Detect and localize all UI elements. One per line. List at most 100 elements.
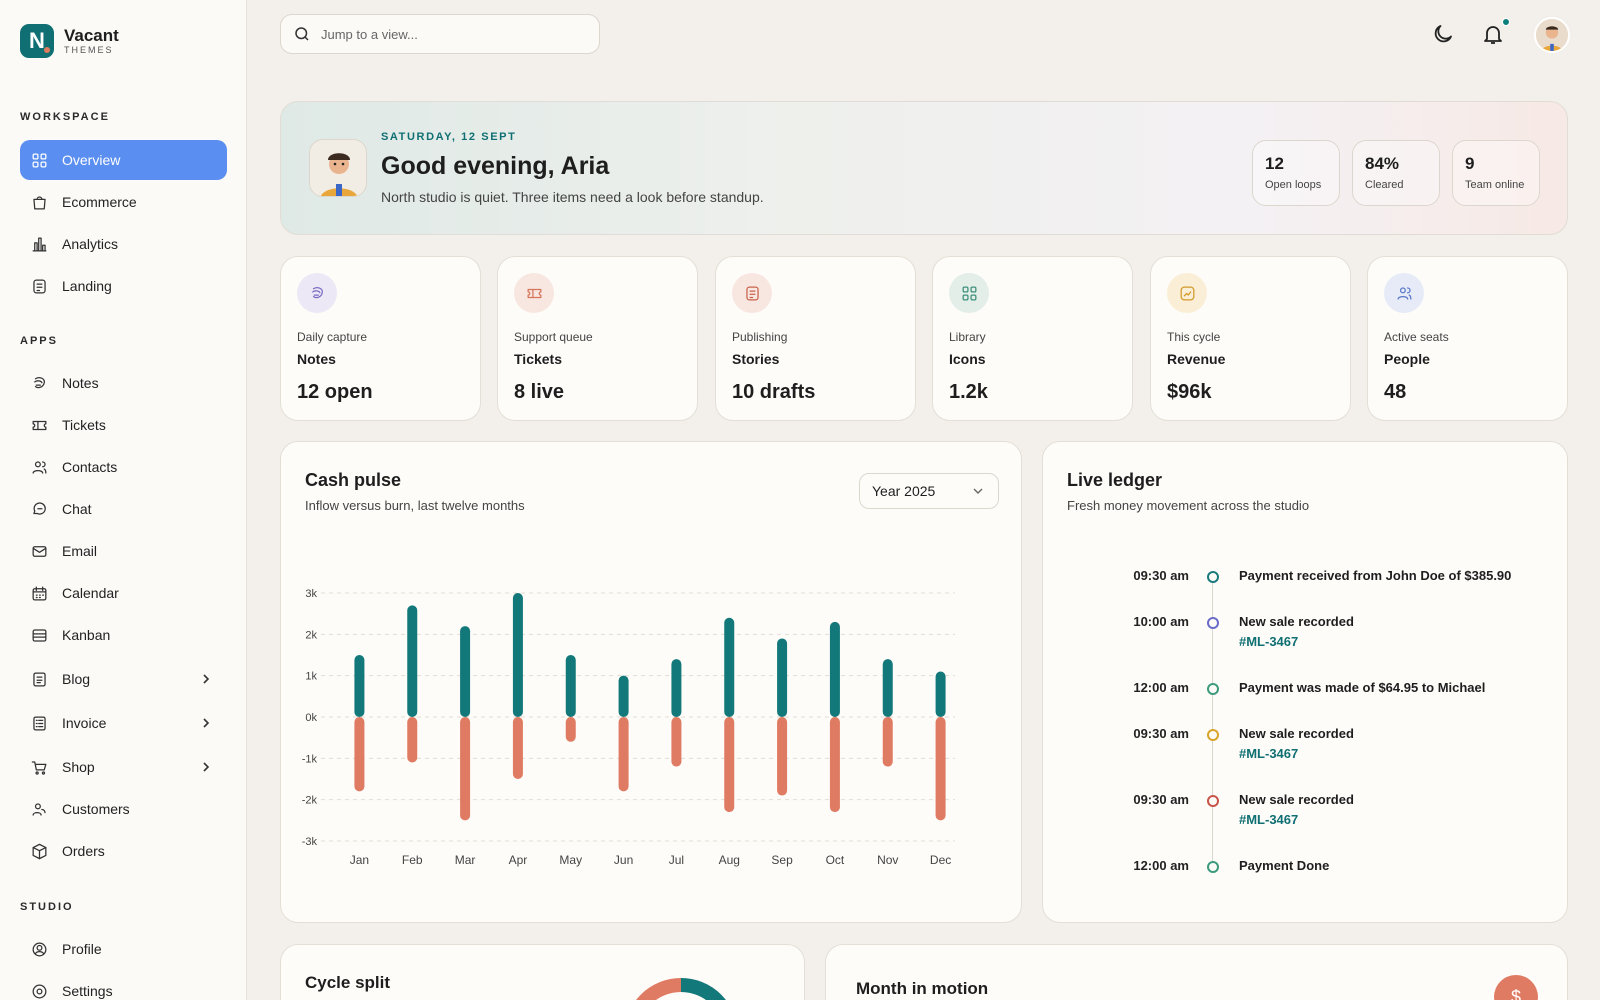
timeline-line xyxy=(1212,574,1213,864)
y-tick-label: -1k xyxy=(302,753,318,765)
stat-card-revenue[interactable]: This cycle Revenue $96k xyxy=(1150,256,1351,421)
stat-kicker: Support queue xyxy=(514,330,593,344)
inflow-bar-feb[interactable] xyxy=(407,605,418,717)
hero-stat-value: 12 xyxy=(1265,154,1284,173)
ledger-text: Payment Done xyxy=(1239,858,1330,873)
inflow-bar-jan[interactable] xyxy=(354,655,365,717)
y-tick-label: 0k xyxy=(305,712,317,724)
burn-bar-sep[interactable] xyxy=(777,717,788,796)
y-tick-label: 3k xyxy=(305,588,317,600)
ledger-link[interactable]: #ML-3467 xyxy=(1239,746,1299,761)
avatar[interactable] xyxy=(1534,17,1570,53)
inflow-bar-nov[interactable] xyxy=(882,659,893,717)
bell-icon[interactable] xyxy=(1481,22,1505,46)
stat-kicker: Active seats xyxy=(1384,330,1449,344)
stat-icon xyxy=(514,273,554,313)
chat-icon xyxy=(33,501,46,515)
y-tick-label: -2k xyxy=(302,795,318,807)
stat-card-notes[interactable]: Daily capture Notes 12 open xyxy=(280,256,481,421)
sidebar-item-profile[interactable]: Profile xyxy=(20,929,227,969)
inflow-bar-may[interactable] xyxy=(565,655,576,717)
stat-card-icons[interactable]: Library Icons 1.2k xyxy=(932,256,1133,421)
x-tick-label: Feb xyxy=(402,853,423,867)
burn-bar-dec[interactable] xyxy=(935,717,946,821)
ledger-time: 09:30 am xyxy=(1133,568,1189,583)
sidebar-item-notes[interactable]: Notes xyxy=(20,363,227,403)
burn-bar-nov[interactable] xyxy=(882,717,893,767)
sidebar-item-contacts[interactable]: Contacts xyxy=(20,447,227,487)
sidebar-item-ecommerce[interactable]: Ecommerce xyxy=(20,182,227,222)
ledger-link[interactable]: #ML-3467 xyxy=(1239,634,1299,649)
sidebar-item-settings[interactable]: Settings xyxy=(20,971,227,1000)
burn-bar-jul[interactable] xyxy=(671,717,682,767)
sidebar-item-label: Orders xyxy=(62,843,105,859)
burn-bar-may[interactable] xyxy=(565,717,576,742)
inflow-bar-oct[interactable] xyxy=(829,621,840,717)
customers-icon xyxy=(32,802,46,816)
inflow-bar-jul[interactable] xyxy=(671,659,682,717)
settings-icon xyxy=(32,984,47,998)
ledger-text: Payment received from John Doe of $385.9… xyxy=(1239,568,1512,583)
burn-bar-apr[interactable] xyxy=(512,717,523,779)
cash-pulse-subtitle: Inflow versus burn, last twelve months xyxy=(305,498,525,513)
dollar-icon[interactable]: $ xyxy=(1494,975,1538,1000)
inflow-bar-mar[interactable] xyxy=(460,626,471,717)
sidebar-item-landing[interactable]: Landing xyxy=(20,266,227,306)
stat-card-tickets[interactable]: Support queue Tickets 8 live xyxy=(497,256,698,421)
sidebar-item-blog[interactable]: Blog xyxy=(20,659,227,699)
search-bar[interactable] xyxy=(280,14,600,54)
stat-card-people[interactable]: Active seats People 48 xyxy=(1367,256,1568,421)
burn-bar-aug[interactable] xyxy=(724,717,735,813)
burn-bar-jun[interactable] xyxy=(618,717,629,792)
search-input[interactable] xyxy=(321,26,581,42)
currency-symbol: $ xyxy=(1510,986,1521,1000)
cycle-split-title: Cycle split xyxy=(305,973,391,992)
sidebar-item-kanban[interactable]: Kanban xyxy=(20,615,227,655)
live-ledger-subtitle: Fresh money movement across the studio xyxy=(1067,498,1310,513)
sidebar-item-calendar[interactable]: Calendar xyxy=(20,573,227,613)
sidebar-item-analytics[interactable]: Analytics xyxy=(20,224,227,264)
sidebar-item-shop[interactable]: Shop xyxy=(20,747,227,787)
burn-bar-feb[interactable] xyxy=(407,717,418,763)
ledger-link[interactable]: #ML-3467 xyxy=(1239,812,1299,827)
mail-icon xyxy=(32,545,47,557)
sidebar-item-invoice[interactable]: Invoice xyxy=(20,703,227,743)
burn-bar-mar[interactable] xyxy=(460,717,471,821)
sidebar-item-label: Chat xyxy=(62,501,92,517)
timeline-dot xyxy=(1207,795,1219,807)
hero-stat-label: Team online xyxy=(1465,179,1525,191)
brand[interactable]: N Vacant THEMES xyxy=(20,24,119,58)
hero-stat-value: 84% xyxy=(1365,154,1400,173)
sidebar-item-email[interactable]: Email xyxy=(20,531,227,571)
live-ledger-title: Live ledger xyxy=(1067,470,1163,490)
stat-icon xyxy=(949,273,989,313)
burn-bar-jan[interactable] xyxy=(354,717,365,792)
stat-card-stories[interactable]: Publishing Stories 10 drafts xyxy=(715,256,916,421)
hero-stat-label: Cleared xyxy=(1365,179,1404,191)
sidebar-item-orders[interactable]: Orders xyxy=(20,831,227,871)
burn-bar-oct[interactable] xyxy=(829,717,840,813)
sidebar-item-chat[interactable]: Chat xyxy=(20,489,227,529)
notes-icon xyxy=(34,376,45,388)
x-tick-label: May xyxy=(559,853,582,867)
calendar-icon xyxy=(32,586,47,600)
box-icon xyxy=(32,843,47,859)
inflow-bar-dec[interactable] xyxy=(935,671,946,717)
inflow-bar-apr[interactable] xyxy=(512,593,523,717)
sidebar-item-overview[interactable]: Overview xyxy=(20,140,227,180)
contacts-icon xyxy=(32,460,47,474)
sidebar-item-label: Tickets xyxy=(62,417,106,433)
trend-icon xyxy=(1180,286,1194,300)
sidebar-item-tickets[interactable]: Tickets xyxy=(20,405,227,445)
sidebar-item-customers[interactable]: Customers xyxy=(20,789,227,829)
year-select[interactable]: Year 2025 xyxy=(859,473,999,509)
inflow-bar-aug[interactable] xyxy=(724,617,735,717)
inflow-bar-jun[interactable] xyxy=(618,675,629,717)
inflow-bar-sep[interactable] xyxy=(777,638,788,717)
page-icon xyxy=(33,279,46,293)
x-tick-label: Sep xyxy=(771,853,793,867)
timeline-dot xyxy=(1207,617,1219,629)
stat-value: 12 open xyxy=(297,381,373,403)
sidebar-item-label: Analytics xyxy=(62,236,119,252)
moon-icon[interactable] xyxy=(1431,22,1455,46)
